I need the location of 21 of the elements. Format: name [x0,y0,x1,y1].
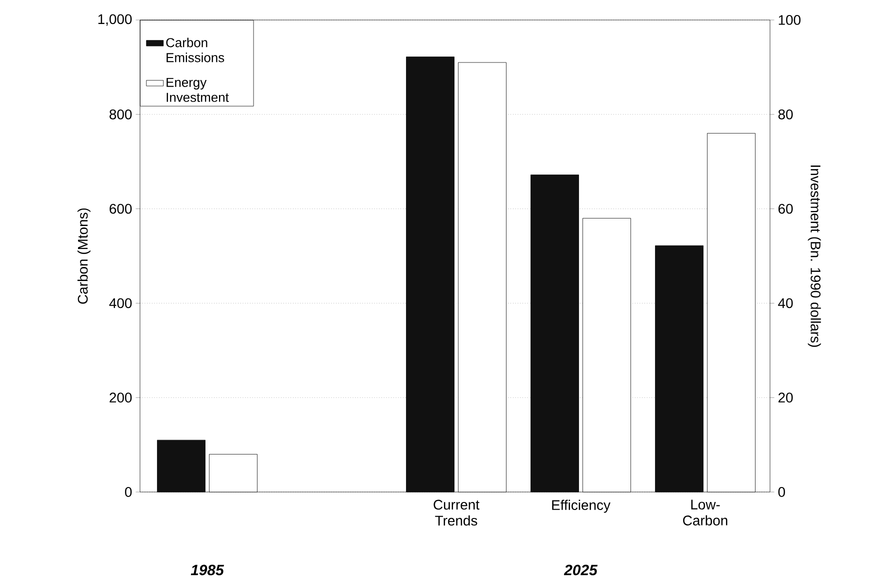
y2-tick-label: 40 [778,298,793,308]
x-tick-label: Current Trends [434,500,480,526]
legend-label: Carbon Emissions [166,38,224,62]
x-tick-label: Efficiency [552,500,610,513]
y-tick-label: 0 [125,487,132,497]
text: 1985 [190,564,224,576]
x-tick-label: Low-Carbon [683,500,728,526]
y-tick-label: 400 [109,298,132,308]
y-tick-label: 200 [110,392,132,403]
y-tick-label: 800 [110,109,132,120]
legend-label: Energy Investment [166,78,229,102]
y2-tick-label: 80 [778,109,793,120]
y2-tick-label: 60 [778,204,793,214]
y2-tick-label: 0 [778,487,785,497]
y2-tick-label: 20 [778,392,793,403]
y-tick-label: 600 [110,204,132,214]
y2-axis-title: Investment (Bn. 1990 dollars) [808,166,821,347]
y-axis-title: Carbon (Mtons) [77,208,90,304]
text: 2025 [564,564,598,576]
y-tick-label: 1,000 [98,14,132,26]
y2-tick-label: 100 [778,15,801,25]
